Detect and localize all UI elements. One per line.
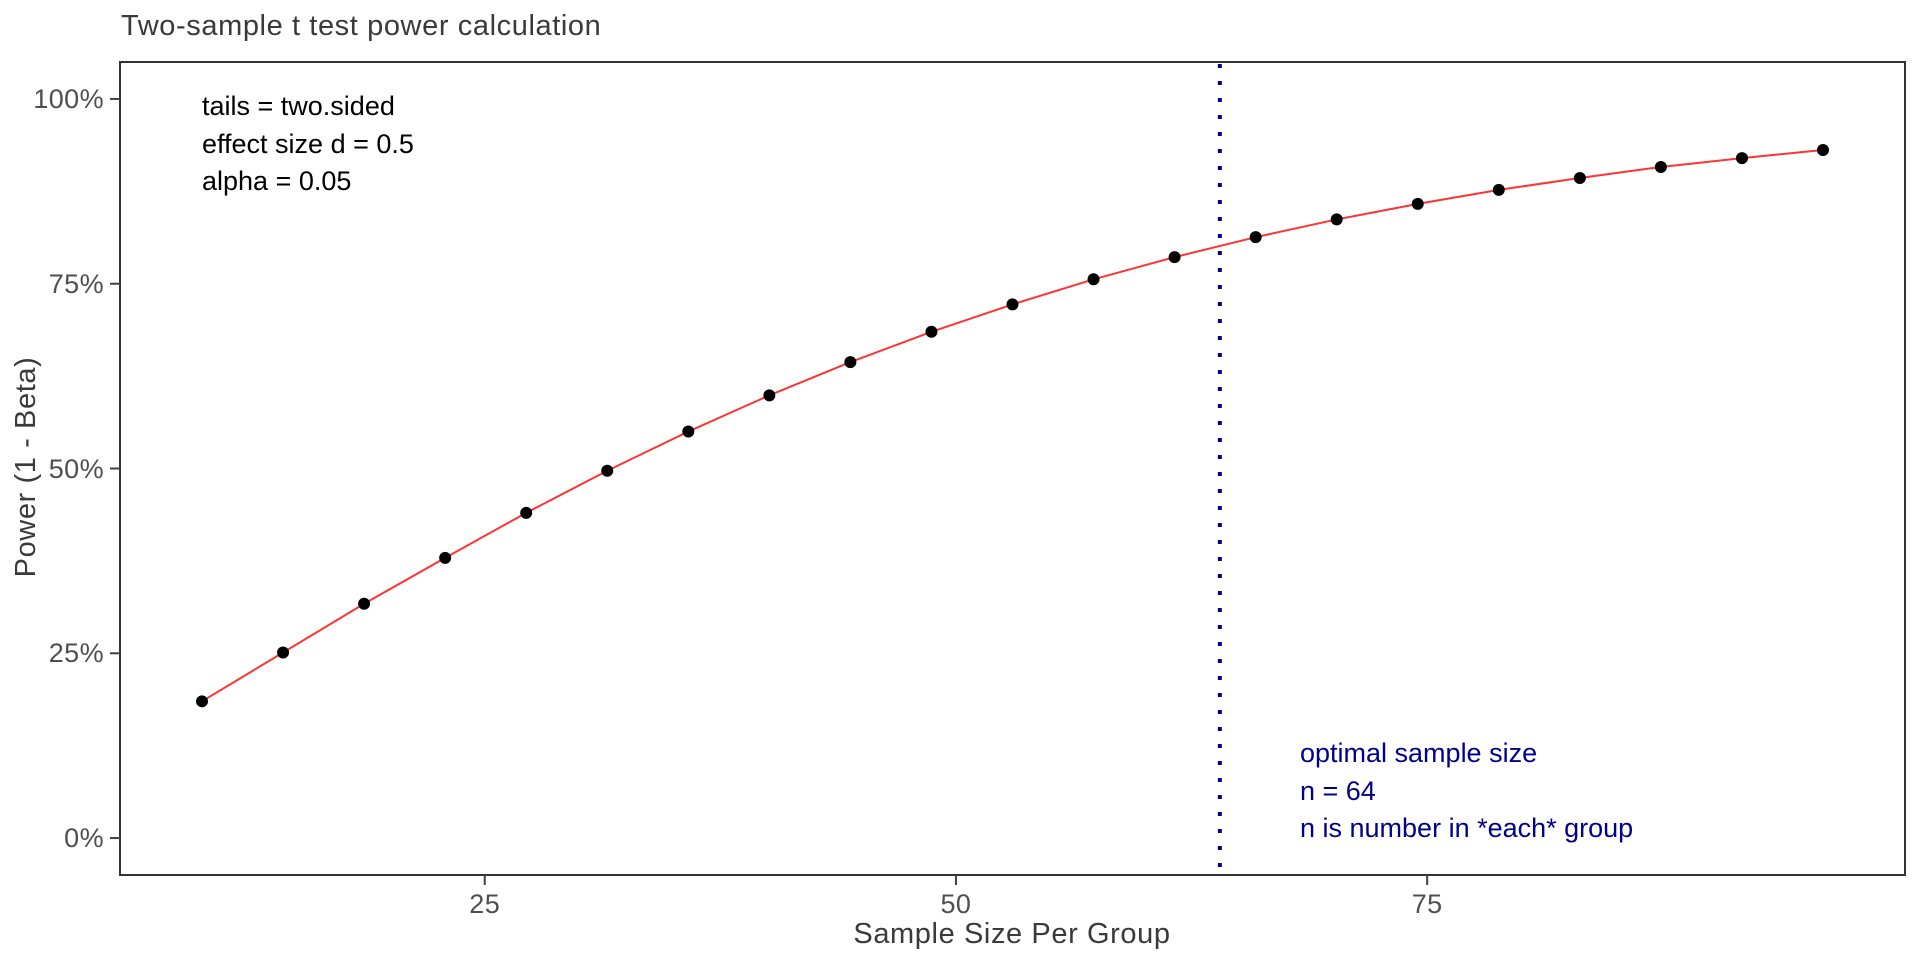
power-curve-point	[277, 646, 290, 659]
power-curve-point	[601, 464, 614, 477]
annotation-effect-size-line: effect size d = 0.5	[202, 128, 414, 159]
power-curve-point	[763, 389, 776, 402]
power-curve-point	[925, 325, 938, 338]
annotation-optimal-sample-size: optimal sample size n = 64 n is number i…	[1300, 735, 1633, 848]
power-curve-point	[1249, 231, 1262, 244]
power-curve-point	[1087, 273, 1100, 286]
x-axis-title: Sample Size Per Group	[853, 918, 1171, 950]
annotation-optimal-title-line: optimal sample size	[1300, 738, 1538, 768]
power-curve-point	[682, 425, 695, 438]
power-curve-point	[195, 695, 208, 708]
x-tick-label: 25	[469, 889, 501, 919]
y-tick-label: 25%	[48, 638, 104, 669]
power-curve-point	[1006, 298, 1019, 311]
y-axis-title: Power (1 - Beta)	[10, 356, 42, 578]
power-curve-point	[1573, 172, 1586, 185]
power-curve-point	[1654, 160, 1667, 173]
y-tick-label: 100%	[33, 83, 104, 114]
chart-title: Two-sample t test power calculation	[121, 10, 602, 42]
power-curve-point	[439, 551, 452, 564]
power-curve-point	[1735, 152, 1748, 165]
power-curve-point	[1411, 197, 1424, 210]
power-curve-point	[1330, 213, 1343, 226]
power-curve-point	[1168, 251, 1181, 264]
annotation-optimal-n-line: n = 64	[1300, 775, 1376, 806]
y-tick-label: 50%	[48, 453, 104, 484]
power-curve-point	[1817, 143, 1830, 156]
x-tick-label: 75	[1411, 889, 1443, 919]
power-curve-point	[844, 356, 857, 369]
power-curve-point	[358, 597, 371, 610]
power-curve-point	[1492, 183, 1505, 196]
annotation-alpha-line: alpha = 0.05	[202, 166, 352, 196]
power-curve-line	[201, 148, 1824, 703]
annotation-test-parameters: tails = two.sided effect size d = 0.5 al…	[202, 88, 414, 201]
y-tick-label: 0%	[64, 823, 104, 854]
annotation-tails-line: tails = two.sided	[202, 91, 395, 121]
power-curve-point	[520, 506, 533, 519]
y-tick-label: 75%	[48, 268, 104, 299]
x-tick-label: 50	[940, 889, 972, 919]
annotation-optimal-note-line: n is number in *each* group	[1300, 813, 1634, 843]
